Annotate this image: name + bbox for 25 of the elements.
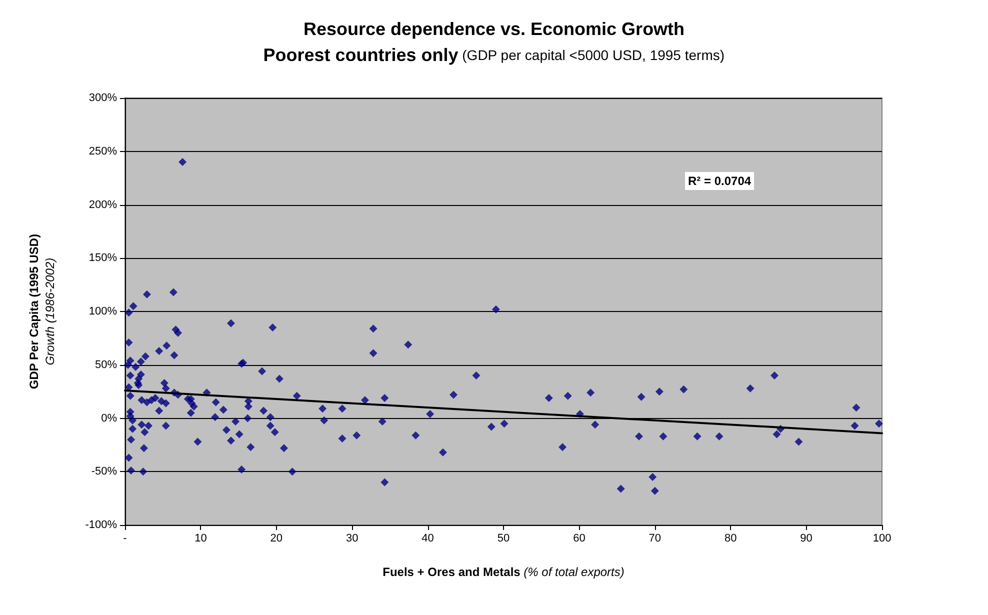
x-tick-label: 20 bbox=[270, 532, 283, 544]
x-tick-label: 10 bbox=[194, 532, 207, 544]
y-tick-label: -100% bbox=[85, 519, 118, 531]
chart-title: Resource dependence vs. Economic Growth bbox=[303, 19, 685, 39]
y-tick-label: -50% bbox=[91, 466, 118, 478]
y-axis-title: GDP Per Capita (1995 USD) Growth (1986-2002) bbox=[27, 234, 57, 390]
y-tick-label: 200% bbox=[88, 198, 118, 211]
y-tick-label: 250% bbox=[88, 145, 118, 158]
x-tick-label: - bbox=[123, 532, 128, 544]
y-tick-label: 100% bbox=[88, 306, 118, 318]
y-tick-label: 0% bbox=[101, 412, 118, 424]
y-tick-label: 300% bbox=[88, 92, 118, 104]
x-tick-label: 50 bbox=[497, 532, 510, 544]
y-tick-label: 50% bbox=[94, 358, 118, 371]
x-tick-label: 90 bbox=[800, 532, 812, 544]
x-tick-label: 40 bbox=[422, 532, 434, 544]
annotation: R² = 0.0704 bbox=[688, 174, 752, 188]
x-tick-label: 30 bbox=[346, 532, 358, 544]
x-tick-label: 100 bbox=[872, 532, 892, 544]
x-tick-label: 70 bbox=[648, 532, 662, 544]
x-axis-title: Fuels + Ores and Metals (% of total exports) bbox=[382, 565, 624, 579]
chart-subtitle: Poorest countries only (GDP per capital <5000 USD, 1995 terms) bbox=[263, 45, 725, 65]
x-tick-label: 80 bbox=[724, 532, 737, 544]
x-tick-label: 60 bbox=[573, 532, 586, 544]
y-tick-label: 150% bbox=[88, 252, 118, 264]
